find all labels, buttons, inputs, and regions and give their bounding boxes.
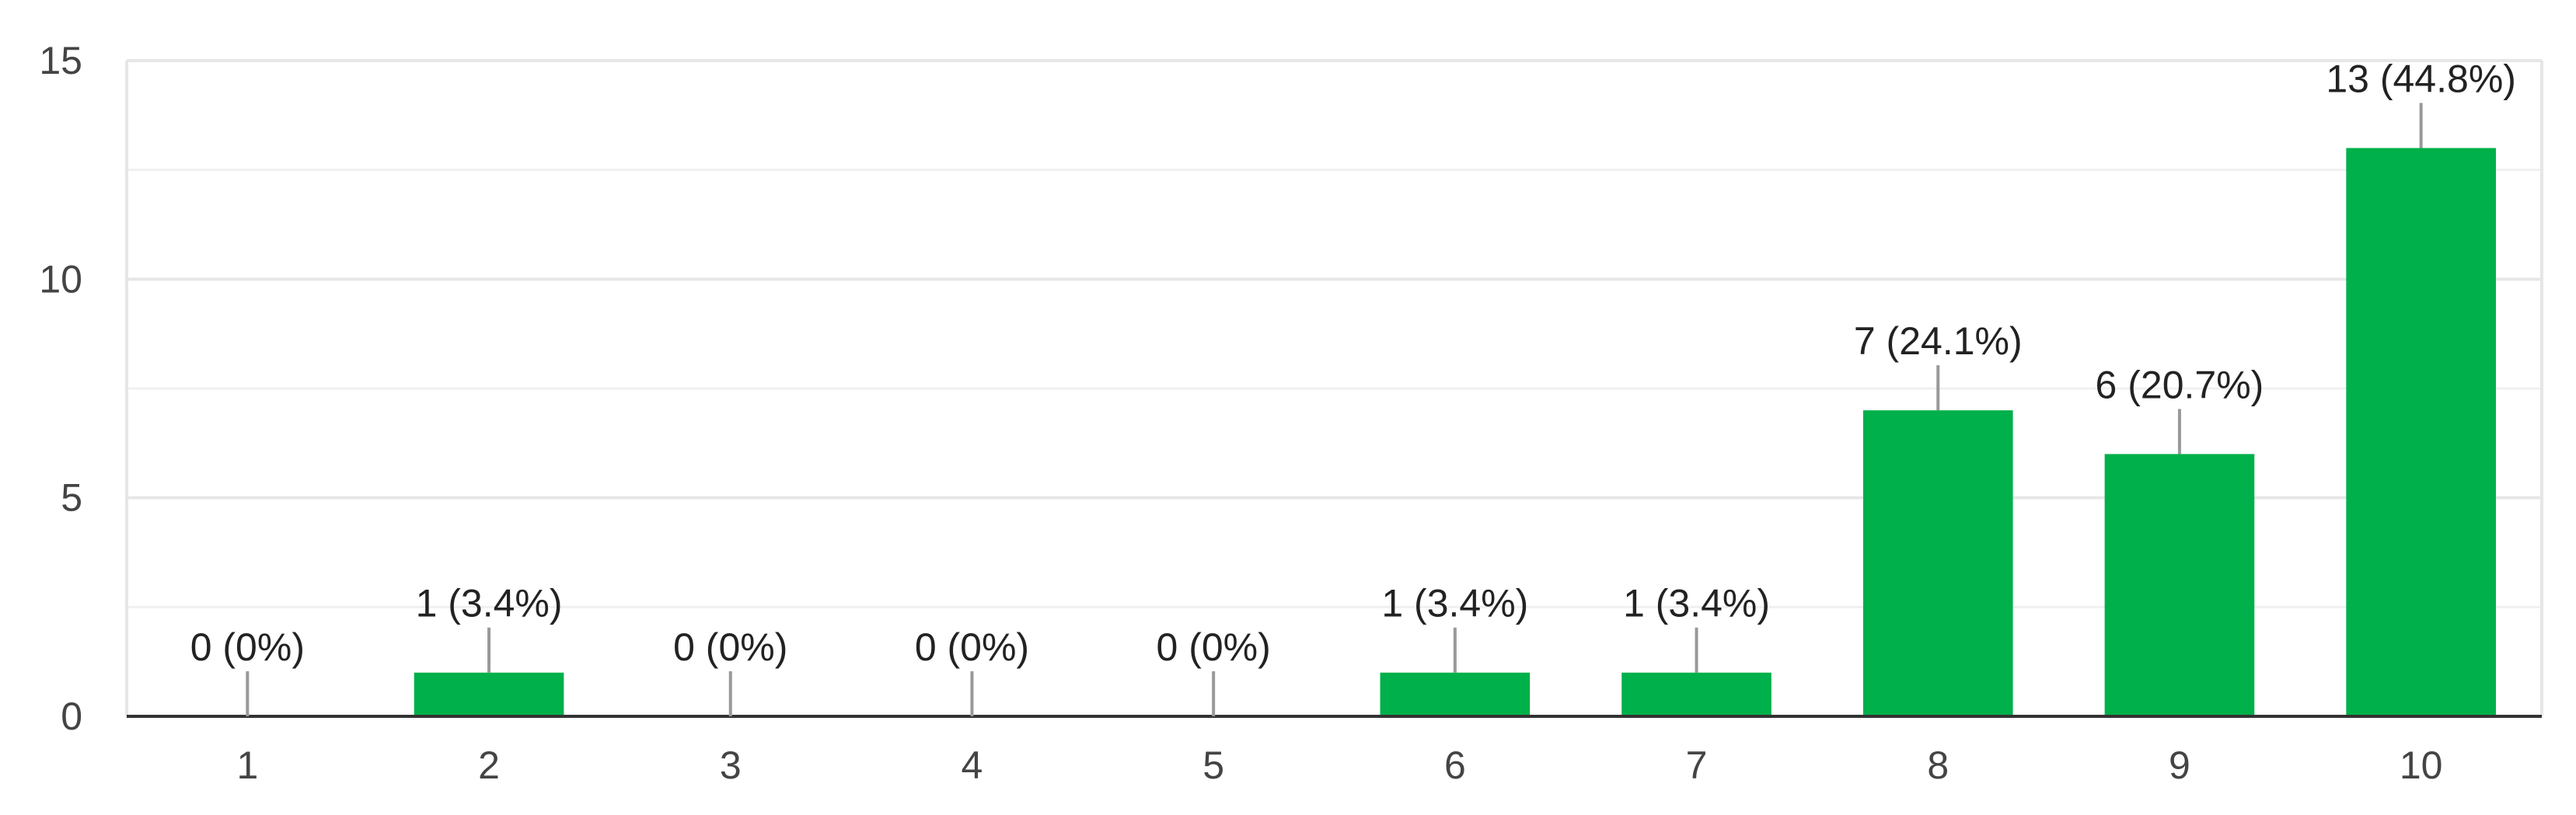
x-tick-label-8: 8	[1927, 744, 1949, 787]
data-label-2: 1 (3.4%)	[416, 582, 563, 625]
data-label-8: 7 (24.1%)	[1854, 319, 2023, 363]
x-tick-label-10: 10	[2400, 744, 2443, 787]
x-tick-label-6: 6	[1444, 744, 1466, 787]
label-layer: 0 5 10 15 0 (0%) 1 1 (3.4%) 2 0 (0%) 3 0 (0%) 4 0 (0…	[39, 39, 2516, 787]
x-tick-label-2: 2	[478, 744, 500, 787]
data-label-4: 0 (0%)	[915, 625, 1029, 669]
bar-6	[1380, 672, 1531, 716]
x-tick-label-7: 7	[1686, 744, 1708, 787]
bar-2	[414, 672, 564, 716]
bar-9	[2104, 454, 2255, 716]
y-tick-label: 5	[61, 476, 82, 520]
x-tick-label-4: 4	[962, 744, 983, 787]
data-label-10: 13 (44.8%)	[2326, 57, 2516, 101]
x-tick-label-1: 1	[236, 744, 258, 787]
y-tick-label: 10	[39, 257, 82, 301]
y-tick-label: 15	[39, 39, 82, 82]
data-label-3: 0 (0%)	[673, 625, 787, 669]
x-tick-label-5: 5	[1202, 744, 1224, 787]
bar-8	[1862, 410, 2013, 716]
y-tick-label: 0	[61, 695, 82, 738]
x-tick-label-9: 9	[2169, 744, 2190, 787]
bar-7	[1621, 672, 1771, 716]
data-label-1: 0 (0%)	[190, 625, 305, 669]
data-label-6: 1 (3.4%)	[1381, 582, 1528, 625]
data-label-7: 1 (3.4%)	[1623, 582, 1770, 625]
data-label-5: 0 (0%)	[1157, 625, 1271, 669]
data-label-9: 6 (20.7%)	[2096, 363, 2264, 406]
bar-layer	[414, 148, 2496, 717]
bar-10	[2346, 148, 2496, 717]
x-tick-label-3: 3	[720, 744, 742, 787]
